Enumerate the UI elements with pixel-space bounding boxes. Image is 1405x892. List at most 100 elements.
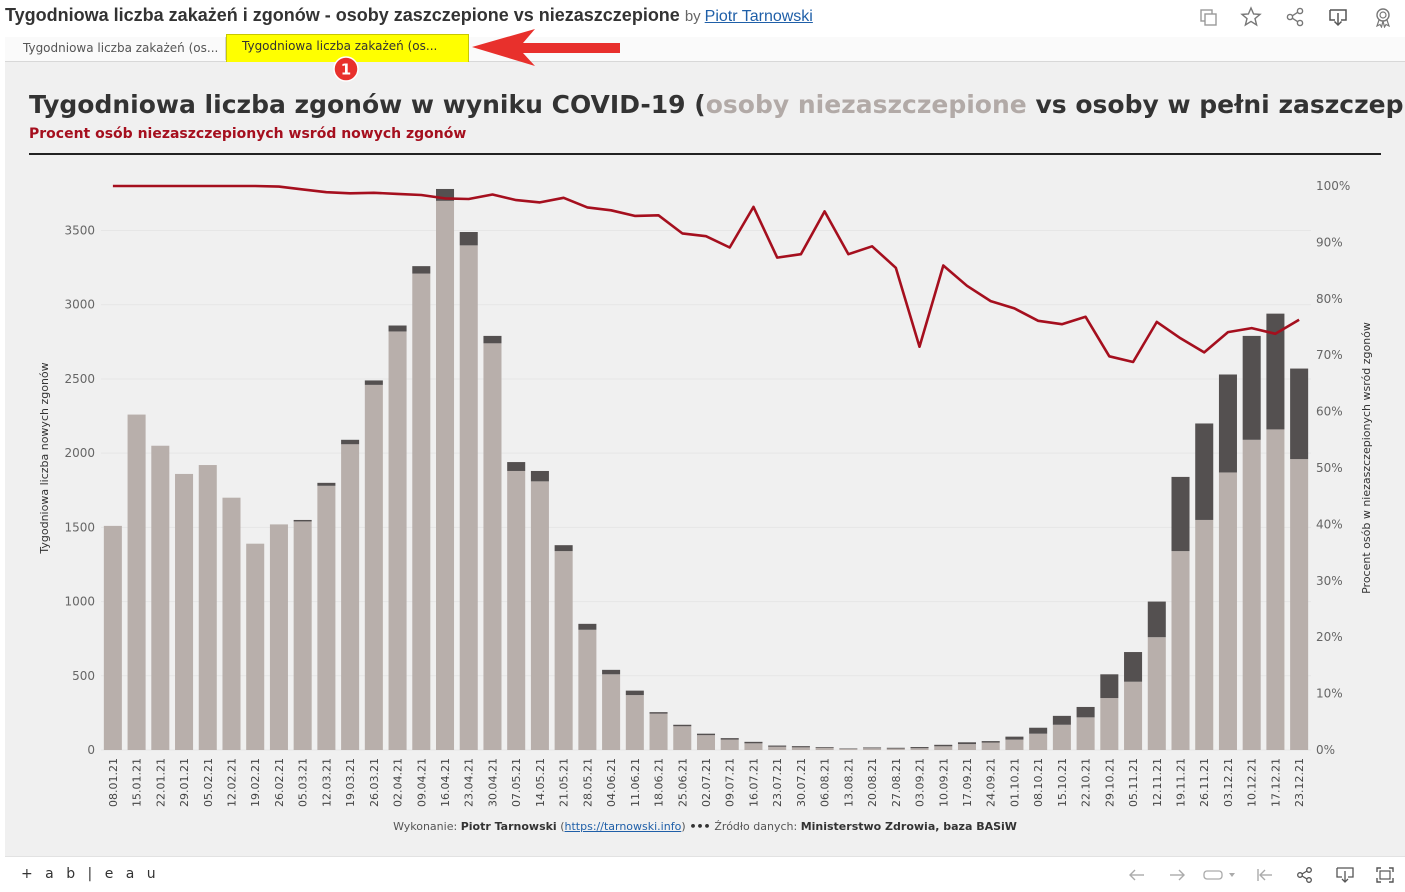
bar-unvaccinated[interactable] <box>483 343 501 750</box>
bar-vaccinated[interactable] <box>792 746 810 747</box>
bar-vaccinated[interactable] <box>412 266 430 273</box>
revert-icon[interactable] <box>1202 866 1242 884</box>
bar-vaccinated[interactable] <box>1290 369 1308 460</box>
bar-unvaccinated[interactable] <box>531 481 549 750</box>
bar-vaccinated[interactable] <box>389 326 407 332</box>
bar-vaccinated[interactable] <box>697 734 715 735</box>
bar-vaccinated[interactable] <box>602 670 620 674</box>
bar-unvaccinated[interactable] <box>1266 429 1284 750</box>
bar-vaccinated[interactable] <box>958 742 976 744</box>
bar-unvaccinated[interactable] <box>768 747 786 750</box>
bar-vaccinated[interactable] <box>1171 477 1189 551</box>
bar-unvaccinated[interactable] <box>175 474 193 750</box>
bar-unvaccinated[interactable] <box>1053 725 1071 750</box>
bar-unvaccinated[interactable] <box>151 446 169 750</box>
bar-vaccinated[interactable] <box>768 746 786 747</box>
bar-unvaccinated[interactable] <box>911 748 929 750</box>
bar-vaccinated[interactable] <box>721 738 739 739</box>
bar-unvaccinated[interactable] <box>887 749 905 750</box>
bar-unvaccinated[interactable] <box>744 743 762 750</box>
author-link[interactable]: Piotr Tarnowski <box>705 8 813 25</box>
bar-unvaccinated[interactable] <box>626 695 644 750</box>
bar-vaccinated[interactable] <box>1243 336 1261 440</box>
bar-unvaccinated[interactable] <box>317 486 335 750</box>
bar-unvaccinated[interactable] <box>507 471 525 750</box>
bar-unvaccinated[interactable] <box>816 748 834 750</box>
bar-unvaccinated[interactable] <box>934 746 952 750</box>
bar-unvaccinated[interactable] <box>341 444 359 750</box>
tableau-logo[interactable]: + a b | e a u <box>21 866 160 882</box>
fullscreen-icon[interactable] <box>1375 866 1395 884</box>
bar-vaccinated[interactable] <box>341 440 359 444</box>
bar-unvaccinated[interactable] <box>839 749 857 750</box>
bar-vaccinated[interactable] <box>460 232 478 245</box>
bar-unvaccinated[interactable] <box>460 245 478 750</box>
first-page-icon[interactable] <box>1255 866 1275 884</box>
bar-unvaccinated[interactable] <box>1243 440 1261 750</box>
bar-vaccinated[interactable] <box>555 545 573 551</box>
bar-unvaccinated[interactable] <box>270 524 288 750</box>
bar-vaccinated[interactable] <box>1053 716 1071 725</box>
undo-icon[interactable] <box>1127 866 1147 884</box>
footer-download-icon[interactable] <box>1335 866 1355 884</box>
bar-unvaccinated[interactable] <box>104 526 122 750</box>
bar-vaccinated[interactable] <box>1219 374 1237 472</box>
bar-vaccinated[interactable] <box>1100 674 1118 698</box>
bar-vaccinated[interactable] <box>578 624 596 630</box>
bar-vaccinated[interactable] <box>887 748 905 749</box>
bar-unvaccinated[interactable] <box>1171 551 1189 750</box>
award-icon[interactable] <box>1372 6 1394 28</box>
bar-unvaccinated[interactable] <box>555 551 573 750</box>
pct-unvaccinated-line[interactable] <box>113 186 1299 362</box>
bar-unvaccinated[interactable] <box>389 331 407 750</box>
bar-vaccinated[interactable] <box>744 742 762 743</box>
bar-vaccinated[interactable] <box>1124 652 1142 682</box>
bar-vaccinated[interactable] <box>1195 423 1213 519</box>
credit-link[interactable]: https://tarnowski.info <box>565 820 682 833</box>
tab-infections[interactable]: Tygodniowa liczba zakażeń (os... <box>13 37 226 60</box>
star-icon[interactable] <box>1240 6 1262 28</box>
bar-unvaccinated[interactable] <box>863 748 881 750</box>
bar-unvaccinated[interactable] <box>697 735 715 750</box>
bar-unvaccinated[interactable] <box>673 726 691 750</box>
bar-vaccinated[interactable] <box>1148 602 1166 638</box>
bar-unvaccinated[interactable] <box>1195 520 1213 750</box>
bar-unvaccinated[interactable] <box>1148 637 1166 750</box>
bar-unvaccinated[interactable] <box>1219 472 1237 750</box>
bar-unvaccinated[interactable] <box>578 630 596 750</box>
bar-vaccinated[interactable] <box>1077 707 1095 717</box>
bar-vaccinated[interactable] <box>1005 737 1023 740</box>
bar-vaccinated[interactable] <box>294 520 312 521</box>
bar-vaccinated[interactable] <box>982 741 1000 742</box>
bar-vaccinated[interactable] <box>1029 728 1047 734</box>
bar-unvaccinated[interactable] <box>128 415 146 750</box>
bar-vaccinated[interactable] <box>317 483 335 486</box>
bar-vaccinated[interactable] <box>934 745 952 746</box>
bar-unvaccinated[interactable] <box>1124 682 1142 750</box>
bar-vaccinated[interactable] <box>483 336 501 343</box>
bar-unvaccinated[interactable] <box>199 465 217 750</box>
bar-vaccinated[interactable] <box>531 471 549 481</box>
bar-unvaccinated[interactable] <box>982 743 1000 750</box>
bar-unvaccinated[interactable] <box>412 274 430 750</box>
bar-unvaccinated[interactable] <box>792 747 810 750</box>
bar-unvaccinated[interactable] <box>1077 717 1095 750</box>
bar-unvaccinated[interactable] <box>246 544 264 750</box>
bar-unvaccinated[interactable] <box>436 201 454 750</box>
bar-unvaccinated[interactable] <box>1005 740 1023 750</box>
bar-unvaccinated[interactable] <box>294 521 312 750</box>
bar-unvaccinated[interactable] <box>1290 459 1308 750</box>
bar-unvaccinated[interactable] <box>1029 734 1047 750</box>
bar-vaccinated[interactable] <box>911 747 929 748</box>
bar-vaccinated[interactable] <box>650 712 668 713</box>
bar-unvaccinated[interactable] <box>958 744 976 750</box>
bar-vaccinated[interactable] <box>365 380 383 384</box>
bar-unvaccinated[interactable] <box>222 498 240 750</box>
bar-vaccinated[interactable] <box>863 747 881 748</box>
share-icon[interactable] <box>1284 6 1306 28</box>
bar-unvaccinated[interactable] <box>721 740 739 750</box>
download-icon[interactable] <box>1327 6 1349 28</box>
bar-vaccinated[interactable] <box>626 691 644 695</box>
footer-share-icon[interactable] <box>1295 866 1315 884</box>
bar-vaccinated[interactable] <box>507 462 525 471</box>
